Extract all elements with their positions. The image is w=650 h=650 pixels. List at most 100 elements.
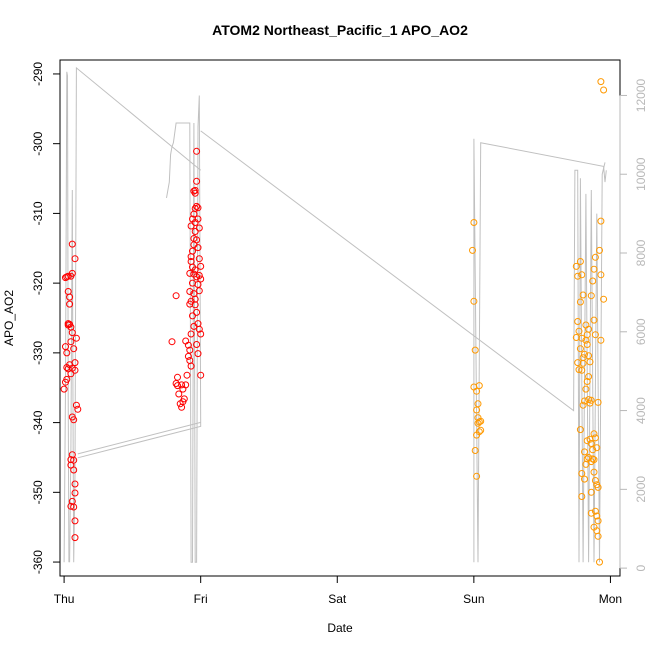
data-point-orange: [586, 358, 594, 366]
data-point-orange: [575, 327, 583, 335]
data-point-red: [174, 373, 181, 381]
data-point-red: [71, 366, 79, 374]
data-point-red: [187, 258, 195, 265]
data-point-orange: [578, 334, 586, 342]
data-point-red: [66, 300, 74, 308]
y-tick-label: -350: [31, 480, 45, 504]
data-point-red: [197, 262, 205, 270]
right-tick-label: 8000: [634, 239, 648, 266]
data-point-red: [190, 322, 198, 330]
data-point-orange: [576, 345, 584, 353]
data-point-red: [71, 517, 79, 525]
data-point-orange: [585, 396, 593, 404]
altitude-line-segment: [200, 130, 606, 563]
data-point-orange: [582, 385, 590, 393]
data-point-orange: [473, 431, 481, 439]
data-point-red: [191, 295, 199, 303]
data-point-red: [70, 345, 78, 353]
data-point-red: [63, 349, 71, 357]
y-tick-label: -340: [31, 410, 45, 434]
data-point-orange: [575, 366, 583, 374]
x-axis-label: Date: [327, 621, 353, 635]
data-point-orange: [579, 354, 587, 362]
altitude-line-segment: [77, 421, 201, 455]
data-point-red: [67, 338, 75, 346]
data-point-orange: [579, 291, 587, 299]
x-axis: Thu Fri Sat Sun Mon: [54, 575, 622, 606]
y-tick-label: -360: [31, 550, 45, 574]
data-point-orange: [590, 456, 598, 464]
data-point-red: [191, 219, 199, 226]
data-point-orange: [578, 493, 586, 500]
data-point-red: [186, 269, 194, 277]
data-point-red: [197, 330, 205, 338]
data-point-red: [186, 346, 194, 354]
right-tick-label: 6000: [634, 318, 648, 345]
data-point-red: [195, 287, 203, 295]
data-point-orange: [587, 396, 595, 404]
data-point-red: [184, 352, 192, 360]
data-point-red: [186, 288, 194, 295]
data-point-red: [187, 222, 195, 230]
data-point-orange: [471, 447, 479, 454]
data-point-orange: [587, 488, 595, 496]
data-point-orange: [470, 219, 478, 226]
data-point-orange: [474, 419, 482, 427]
data-point-orange: [581, 448, 588, 456]
x-tick-label: Sat: [328, 592, 347, 606]
data-point-orange: [590, 430, 598, 438]
data-point-orange: [574, 272, 582, 280]
data-point-red: [193, 308, 201, 316]
data-point-red: [197, 275, 205, 283]
right-axis: 0 2000 4000 6000 8000 10000 12000: [619, 78, 648, 571]
data-point-red: [64, 288, 72, 295]
data-point-red: [186, 357, 194, 364]
data-point-orange: [581, 397, 588, 405]
data-point-red: [68, 240, 76, 248]
data-point-orange: [578, 366, 586, 374]
data-point-orange: [576, 298, 584, 306]
data-point-orange: [589, 446, 597, 454]
data-point-orange: [581, 475, 588, 483]
data-point-red: [195, 224, 203, 232]
data-point-red: [62, 343, 69, 351]
data-point-red: [187, 362, 195, 370]
y-tick-label: -310: [31, 201, 45, 225]
data-point-orange: [473, 406, 481, 414]
data-point-orange: [587, 292, 595, 300]
data-point-red: [72, 334, 80, 342]
data-point-orange: [574, 318, 582, 325]
right-tick-label: 0: [634, 564, 648, 571]
data-point-orange: [594, 483, 602, 491]
data-point-red: [74, 405, 82, 413]
data-point-orange: [471, 346, 479, 354]
data-point-red: [189, 279, 196, 287]
data-point-orange: [597, 336, 605, 344]
data-point-red: [187, 330, 195, 338]
data-point-orange: [591, 331, 599, 339]
data-point-red: [191, 228, 199, 235]
data-point-red: [178, 381, 186, 389]
data-point-orange: [581, 350, 588, 358]
x-tick-label: Thu: [54, 592, 75, 606]
data-point-orange: [475, 382, 483, 390]
data-point-red: [193, 202, 201, 210]
data-point-orange: [578, 271, 586, 279]
data-point-orange: [469, 246, 476, 254]
data-point-orange: [473, 387, 481, 395]
y-tick-label: -330: [31, 341, 45, 365]
data-point-orange: [582, 460, 590, 468]
data-point-red: [67, 502, 75, 510]
data-point-red: [180, 395, 188, 403]
y-tick-label: -320: [31, 271, 45, 295]
right-tick-label: 10000: [634, 157, 648, 191]
data-point-red: [193, 236, 201, 244]
data-point-orange: [474, 400, 482, 408]
data-point-red: [182, 381, 190, 389]
data-point-red: [191, 266, 199, 274]
data-point-orange: [591, 507, 599, 515]
data-point-orange: [574, 359, 582, 367]
y-axis: -290 -300 -310 -320 -330 -340 -350 -360: [31, 62, 61, 574]
data-point-orange: [585, 325, 593, 333]
